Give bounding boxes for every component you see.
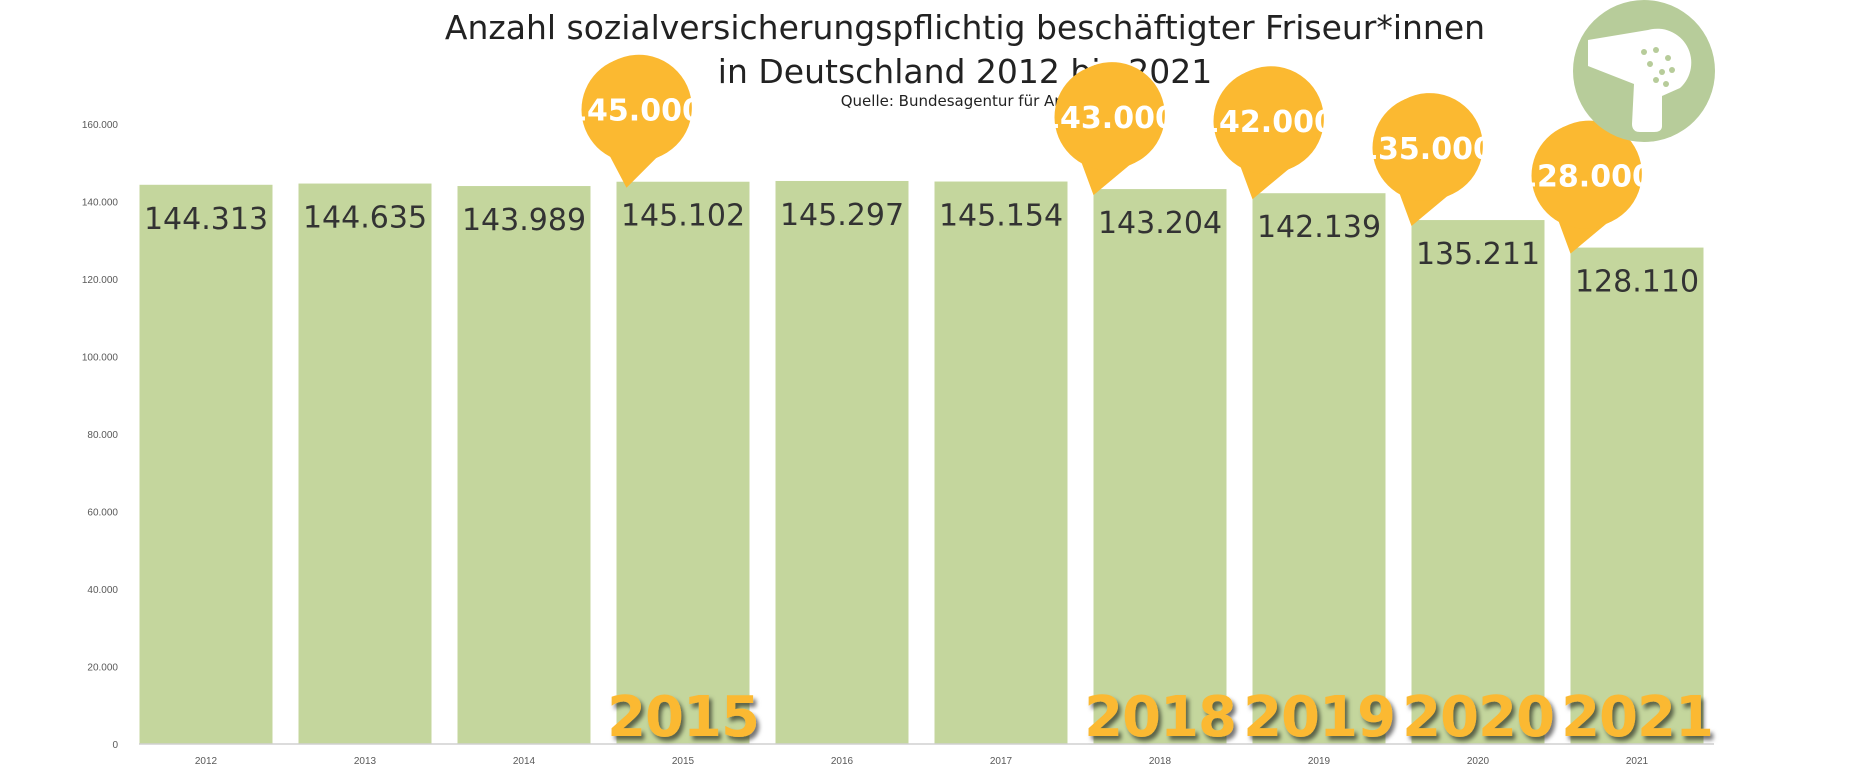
- chart-source: Quelle: Bundesagentur für Arbeit: [840, 92, 1090, 110]
- value-label: 145.102: [621, 199, 745, 234]
- chart-title: Anzahl sozialversicherungspflichtig besc…: [444, 8, 1486, 47]
- callout-label: 142.000: [1198, 105, 1335, 140]
- bar-2020: [1411, 220, 1545, 744]
- value-label: 135.211: [1416, 237, 1540, 272]
- x-tick-label: 2013: [354, 756, 377, 767]
- callout-bubble: [1213, 68, 1320, 175]
- value-label: 143.989: [462, 203, 586, 238]
- bar-2017: [934, 181, 1068, 744]
- x-tick-label: 2017: [990, 756, 1013, 767]
- value-label: 144.313: [144, 202, 268, 237]
- callout-bubble: [581, 56, 688, 163]
- x-tick-label: 2019: [1308, 756, 1331, 767]
- callout-label: 145.000: [566, 94, 703, 129]
- year-highlight: 2019: [1243, 685, 1395, 750]
- bar-2013: [298, 183, 432, 744]
- year-highlight: 2020: [1402, 685, 1554, 750]
- bar-2018: [1093, 189, 1227, 745]
- callout-bubble: [1054, 64, 1161, 171]
- bar-2012: [139, 184, 273, 745]
- callout-label: 143.000: [1039, 101, 1176, 136]
- hair-dryer-icon: [1588, 28, 1692, 133]
- bar-2016: [775, 180, 909, 744]
- y-tick-label: 80.000: [87, 430, 118, 441]
- value-label: 142.139: [1257, 210, 1381, 245]
- value-label: 145.297: [780, 198, 904, 233]
- bar-2021: [1570, 247, 1704, 745]
- value-label: 143.204: [1098, 206, 1222, 241]
- year-highlight: 2021: [1561, 685, 1713, 750]
- y-tick-label: 120.000: [82, 275, 119, 286]
- year-highlight: 2018: [1084, 685, 1236, 750]
- y-tick-label: 0: [112, 740, 118, 751]
- bar-2014: [457, 186, 591, 745]
- bar-2019: [1252, 193, 1386, 745]
- x-tick-label: 2012: [195, 756, 218, 767]
- x-tick-label: 2021: [1626, 756, 1649, 767]
- callout-label: 135.000: [1357, 132, 1494, 167]
- x-tick-label: 2015: [672, 756, 695, 767]
- callout-bubble: [1372, 95, 1479, 202]
- bar-2015: [616, 181, 750, 745]
- x-tick-label: 2014: [513, 756, 536, 767]
- x-tick-label: 2018: [1149, 756, 1172, 767]
- value-label: 144.635: [303, 201, 427, 236]
- x-tick-label: 2020: [1467, 756, 1490, 767]
- y-tick-label: 40.000: [87, 585, 118, 596]
- x-tick-label: 2016: [831, 756, 854, 767]
- y-tick-label: 60.000: [87, 508, 118, 519]
- y-tick-label: 100.000: [82, 353, 119, 364]
- callout-bubble: [1531, 122, 1638, 229]
- value-label: 145.154: [939, 199, 1063, 234]
- y-tick-label: 160.000: [82, 120, 119, 131]
- callout-label: 128.000: [1516, 160, 1653, 195]
- value-label: 128.110: [1575, 265, 1699, 300]
- year-highlight: 2015: [607, 685, 759, 750]
- y-tick-label: 140.000: [82, 198, 119, 209]
- y-tick-label: 20.000: [87, 663, 118, 674]
